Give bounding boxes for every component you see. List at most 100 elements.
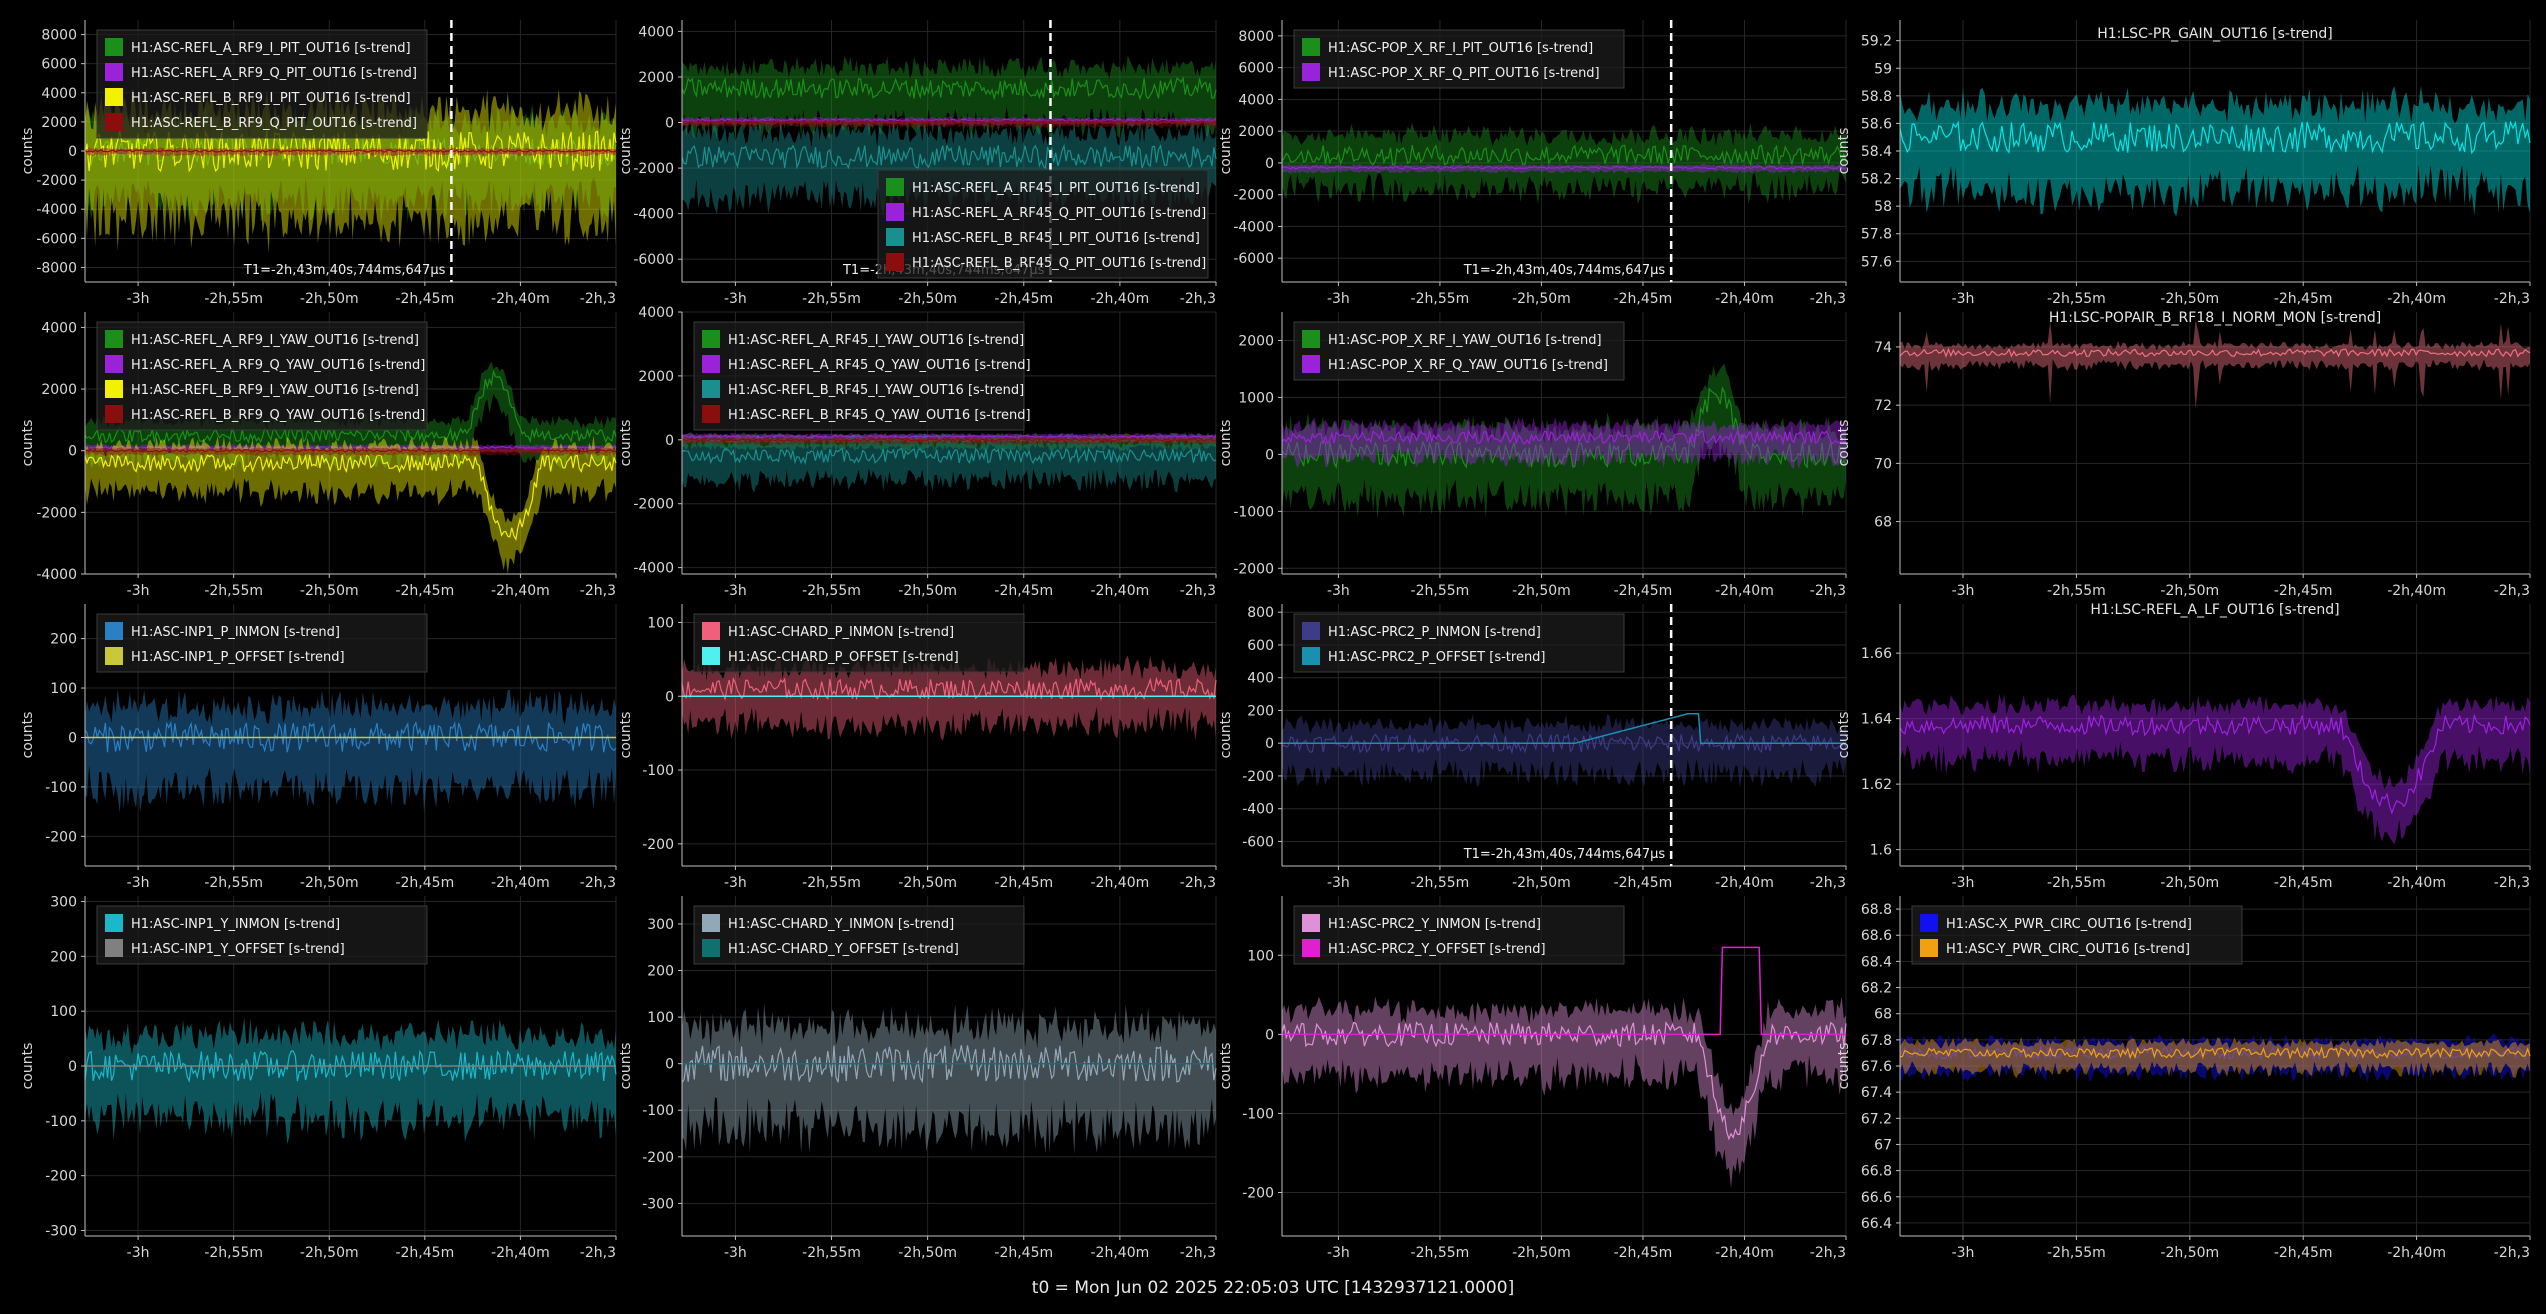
series-trace-1 bbox=[1899, 693, 2531, 845]
series-band bbox=[1282, 122, 1846, 205]
y-axis-label: counts bbox=[1218, 420, 1234, 467]
y-tick-label: -1000 bbox=[1233, 504, 1274, 520]
x-tick-label: -3h bbox=[724, 1245, 747, 1261]
x-tick-label: -2h,55m bbox=[2047, 291, 2106, 307]
series-trace-2 bbox=[1282, 946, 1846, 1036]
series-line bbox=[1281, 1021, 1847, 1141]
x-tick-label: -2h,50m bbox=[898, 1245, 957, 1261]
series-line bbox=[1281, 732, 1847, 755]
y-tick-label: -6000 bbox=[633, 252, 674, 268]
legend-box bbox=[877, 169, 1209, 279]
marker-label: T1=-2h,43m,40s,744ms,647µs bbox=[1463, 847, 1666, 862]
series-line bbox=[1281, 429, 1847, 446]
legend-label: H1:ASC-REFL_A_RF9_Q_YAW_OUT16 [s-trend] bbox=[131, 358, 425, 373]
series-trace-1 bbox=[1281, 713, 1847, 788]
x-tick-label: -2h,55m bbox=[2047, 583, 2106, 599]
y-tick-label: -100 bbox=[45, 1114, 77, 1130]
x-tick-label: -2h,40m bbox=[1715, 291, 1774, 307]
chart-panel-6: 4000 2000 0 -2000 -4000 -3h -2h,55m -2h,50m -2h,… bbox=[618, 305, 1217, 599]
y-tick-label: 2000 bbox=[41, 115, 77, 131]
x-tick-label: -2h,50m bbox=[2160, 291, 2219, 307]
legend-label: H1:ASC-PRC2_P_INMON [s-trend] bbox=[1328, 625, 1541, 640]
legend-box bbox=[96, 321, 428, 431]
y-tick-label: 1.66 bbox=[1861, 646, 1892, 662]
x-tick-label: -2h,55m bbox=[204, 291, 263, 307]
footer-timestamp: t0 = Mon Jun 02 2025 22:05:03 UTC [14329… bbox=[1031, 1278, 1515, 1298]
legend-swatch bbox=[105, 330, 123, 348]
legend-box bbox=[1293, 613, 1625, 673]
chart-panel-9: 200 100 0 -100 -200 -3h -2h,55m -2h,50m -2h,45m -… bbox=[20, 604, 617, 891]
series-line bbox=[681, 143, 1217, 170]
x-tick-label: -2h,55m bbox=[802, 1245, 861, 1261]
series-line bbox=[681, 118, 1217, 123]
legend-swatch bbox=[105, 63, 123, 81]
y-tick-label: 800 bbox=[1247, 605, 1274, 621]
x-tick-label: -2h,55m bbox=[1411, 291, 1470, 307]
x-tick-label: -3h bbox=[724, 291, 747, 307]
series-band bbox=[1900, 1037, 2530, 1079]
legend-label: H1:ASC-REFL_B_RF45_Q_PIT_OUT16 [s-trend] bbox=[912, 256, 1206, 271]
series-line bbox=[1281, 165, 1846, 170]
y-tick-label: -2000 bbox=[1233, 561, 1274, 577]
x-tick-label: -2h,50m bbox=[1512, 875, 1571, 891]
x-tick-label: -3h bbox=[127, 583, 150, 599]
y-tick-label: 4000 bbox=[41, 320, 77, 336]
series-line bbox=[681, 437, 1217, 442]
legend-swatch bbox=[1302, 330, 1320, 348]
y-tick-label: 2000 bbox=[41, 382, 77, 398]
y-tick-label: 68.4 bbox=[1861, 954, 1892, 970]
series-trace-2 bbox=[1281, 163, 1846, 174]
y-tick-label: -100 bbox=[642, 1103, 674, 1119]
series-line bbox=[681, 447, 1217, 466]
series-line bbox=[84, 720, 617, 753]
x-tick-label: -2h,40m bbox=[491, 1245, 550, 1261]
x-tick-label: -2h,40m bbox=[491, 875, 550, 891]
y-tick-label: 58.4 bbox=[1861, 144, 1892, 160]
chart-panel-2: 4000 2000 0 -2000 -4000 -6000 -3h -2h,55m -2h,50… bbox=[618, 20, 1217, 307]
y-tick-label: 4000 bbox=[638, 24, 674, 40]
y-tick-label: 1.6 bbox=[1870, 843, 1892, 859]
y-tick-label: 72 bbox=[1874, 398, 1892, 414]
x-tick-label: -2h,55m bbox=[802, 583, 861, 599]
legend-swatch bbox=[886, 228, 904, 246]
x-tick-label: -2h,50m bbox=[2160, 1245, 2219, 1261]
series-band bbox=[85, 435, 616, 574]
series-line bbox=[84, 149, 617, 153]
legend-swatch bbox=[702, 330, 720, 348]
y-tick-label: 8000 bbox=[41, 28, 77, 44]
y-tick-label: 100 bbox=[50, 681, 77, 697]
y-tick-label: -2000 bbox=[36, 173, 77, 189]
y-tick-label: -200 bbox=[45, 1169, 77, 1185]
series-trace-2 bbox=[1899, 1037, 2531, 1079]
y-axis-label: counts bbox=[618, 128, 634, 175]
series-band bbox=[682, 435, 1216, 446]
series-band bbox=[1900, 1033, 2530, 1083]
y-tick-label: 2000 bbox=[638, 369, 674, 385]
x-tick-label: -2h,3 bbox=[1810, 1245, 1846, 1261]
y-tick-label: -200 bbox=[45, 829, 77, 845]
y-tick-label: -100 bbox=[45, 780, 77, 796]
y-tick-label: 4000 bbox=[41, 86, 77, 102]
x-tick-label: -2h,3 bbox=[1810, 583, 1846, 599]
y-axis-label: counts bbox=[1836, 712, 1852, 759]
legend-box bbox=[1911, 905, 2243, 965]
y-tick-label: -2000 bbox=[633, 497, 674, 513]
legend-box bbox=[693, 613, 1025, 673]
legend-label: H1:ASC-REFL_B_RF9_I_YAW_OUT16 [s-trend] bbox=[131, 383, 419, 398]
x-tick-label: -2h,55m bbox=[204, 1245, 263, 1261]
x-tick-label: -2h,50m bbox=[300, 291, 359, 307]
x-tick-label: -2h,45m bbox=[2274, 875, 2333, 891]
series-line bbox=[84, 369, 617, 445]
y-tick-label: -200 bbox=[1242, 1186, 1274, 1202]
series-trace-1 bbox=[1281, 122, 1847, 205]
legend-label: H1:ASC-CHARD_P_INMON [s-trend] bbox=[728, 625, 954, 640]
x-tick-label: -2h,55m bbox=[1411, 875, 1470, 891]
x-tick-label: -2h,40m bbox=[2387, 875, 2446, 891]
legend-label: H1:ASC-INP1_Y_INMON [s-trend] bbox=[131, 917, 340, 932]
series-trace-1 bbox=[1899, 1033, 2531, 1083]
x-tick-label: -3h bbox=[1952, 875, 1975, 891]
legend-swatch bbox=[105, 914, 123, 932]
legend-swatch bbox=[702, 647, 720, 665]
y-tick-label: 4000 bbox=[638, 305, 674, 321]
y-tick-label: 100 bbox=[1247, 948, 1274, 964]
